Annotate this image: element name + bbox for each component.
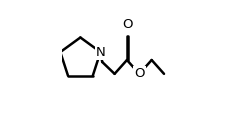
Text: N: N [96,46,105,59]
Text: O: O [134,67,144,80]
Text: O: O [122,18,133,31]
